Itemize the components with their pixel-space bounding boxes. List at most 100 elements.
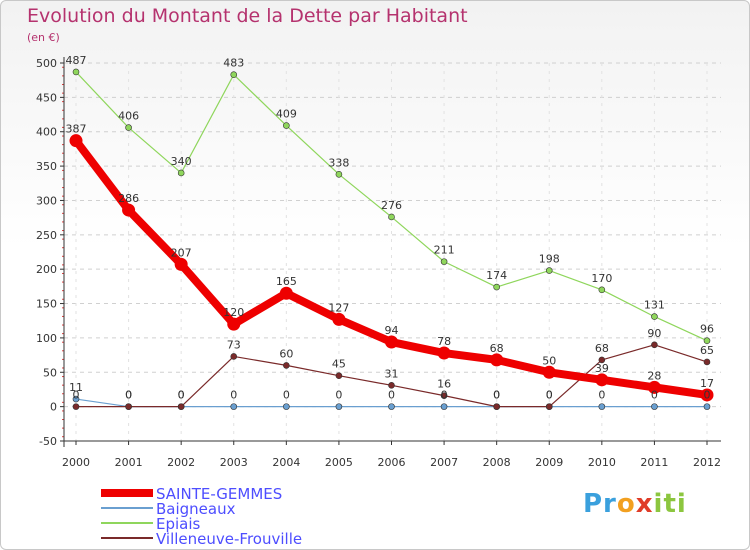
y-tick-label: -50 [39, 435, 57, 448]
data-label: 0 [441, 389, 448, 402]
data-point [335, 403, 343, 410]
x-tick-label: 2007 [430, 456, 458, 469]
data-label: 17 [700, 377, 714, 390]
data-label: 68 [595, 342, 609, 355]
y-tick-label: 150 [36, 298, 57, 311]
x-tick-label: 2004 [272, 456, 300, 469]
legend-label: Villeneuve-Frouville [156, 530, 303, 548]
data-point [177, 169, 185, 177]
y-tick-label: 450 [36, 91, 57, 104]
data-label: 406 [118, 110, 139, 123]
y-tick-label: 50 [43, 366, 57, 379]
y-tick-label: 100 [36, 332, 57, 345]
data-label: 78 [437, 335, 451, 348]
x-tick-label: 2010 [588, 456, 616, 469]
data-label: 409 [276, 108, 297, 121]
data-point [72, 68, 80, 76]
data-label: 120 [223, 306, 244, 319]
data-label: 0 [493, 389, 500, 402]
data-point [125, 403, 132, 410]
data-point [440, 392, 448, 399]
data-point [388, 403, 395, 410]
data-labels-layer: 110 0 0 0 0 0 0 0 0 0 0 048740634048340933827621117… [66, 54, 715, 402]
data-point [703, 358, 711, 366]
data-label: 340 [171, 155, 192, 168]
legend-label: SAINTE-GEMMES [156, 485, 283, 503]
data-label: 16 [437, 378, 451, 391]
x-tick-label: 2012 [693, 456, 721, 469]
x-tick-label: 2002 [167, 456, 195, 469]
data-label: 0 [230, 389, 237, 402]
legend-item: SAINTE-GEMMES [101, 485, 341, 503]
x-tick-label: 2009 [535, 456, 563, 469]
data-point [703, 403, 711, 410]
data-point [598, 403, 606, 410]
data-label: 286 [118, 192, 139, 205]
data-point [230, 353, 238, 360]
data-point [651, 313, 658, 320]
legend: SAINTE-GEMMES Baigneaux Epiais Villeneuve-F… [101, 485, 341, 548]
data-point [283, 362, 290, 369]
data-point [493, 283, 500, 291]
data-label: 165 [276, 275, 297, 288]
data-point [174, 257, 188, 271]
series-layer [69, 68, 714, 410]
x-tick-label: 2006 [378, 456, 406, 469]
data-point [598, 286, 606, 294]
data-point [72, 403, 80, 410]
x-tick-label: 2000 [62, 456, 90, 469]
data-point [595, 373, 609, 387]
data-label: 387 [66, 123, 87, 136]
data-label: 60 [279, 347, 293, 360]
data-label: 127 [328, 301, 349, 314]
data-point [72, 395, 80, 403]
data-label: 0 [178, 389, 185, 402]
y-tick-label: 400 [36, 126, 57, 139]
data-label: 338 [328, 156, 349, 169]
data-point [542, 365, 556, 379]
data-label: 45 [332, 358, 346, 371]
data-point [598, 356, 606, 364]
data-point [332, 312, 346, 326]
data-label: 483 [223, 57, 244, 70]
data-label: 0 [73, 389, 80, 402]
data-point [437, 346, 451, 360]
data-point [283, 122, 290, 129]
legend-label: Baigneaux [156, 500, 236, 518]
data-point [493, 403, 500, 410]
data-label: 0 [546, 389, 553, 402]
y-tick-label: 200 [36, 263, 57, 276]
y-tick-label: 500 [36, 57, 57, 70]
data-label: 0 [493, 389, 500, 402]
data-point [385, 335, 398, 349]
data-label: 487 [66, 54, 87, 67]
data-label: 0 [651, 389, 658, 402]
data-label: 198 [539, 253, 560, 266]
y-tick-label: 300 [36, 194, 57, 207]
data-label: 207 [171, 246, 192, 259]
data-label: 28 [647, 369, 661, 382]
data-point [545, 267, 553, 274]
data-point [651, 341, 658, 349]
data-point [545, 403, 553, 410]
data-label: 0 [125, 389, 132, 402]
data-point [283, 403, 290, 410]
data-label: 0 [388, 389, 395, 402]
data-point [440, 403, 448, 410]
data-point [651, 403, 658, 410]
data-label: 90 [647, 327, 661, 340]
data-point [440, 258, 448, 265]
data-point [388, 213, 395, 221]
x-tick-label: 2011 [640, 456, 668, 469]
data-point [230, 403, 238, 410]
data-label: 174 [486, 269, 507, 282]
y-tick-label: 350 [36, 160, 57, 173]
x-tick-label: 2008 [483, 456, 511, 469]
data-label: 170 [591, 272, 612, 285]
legend-item: Villeneuve-Frouville [101, 530, 341, 548]
data-label: 276 [381, 199, 402, 212]
x-tick-label: 2001 [115, 456, 143, 469]
